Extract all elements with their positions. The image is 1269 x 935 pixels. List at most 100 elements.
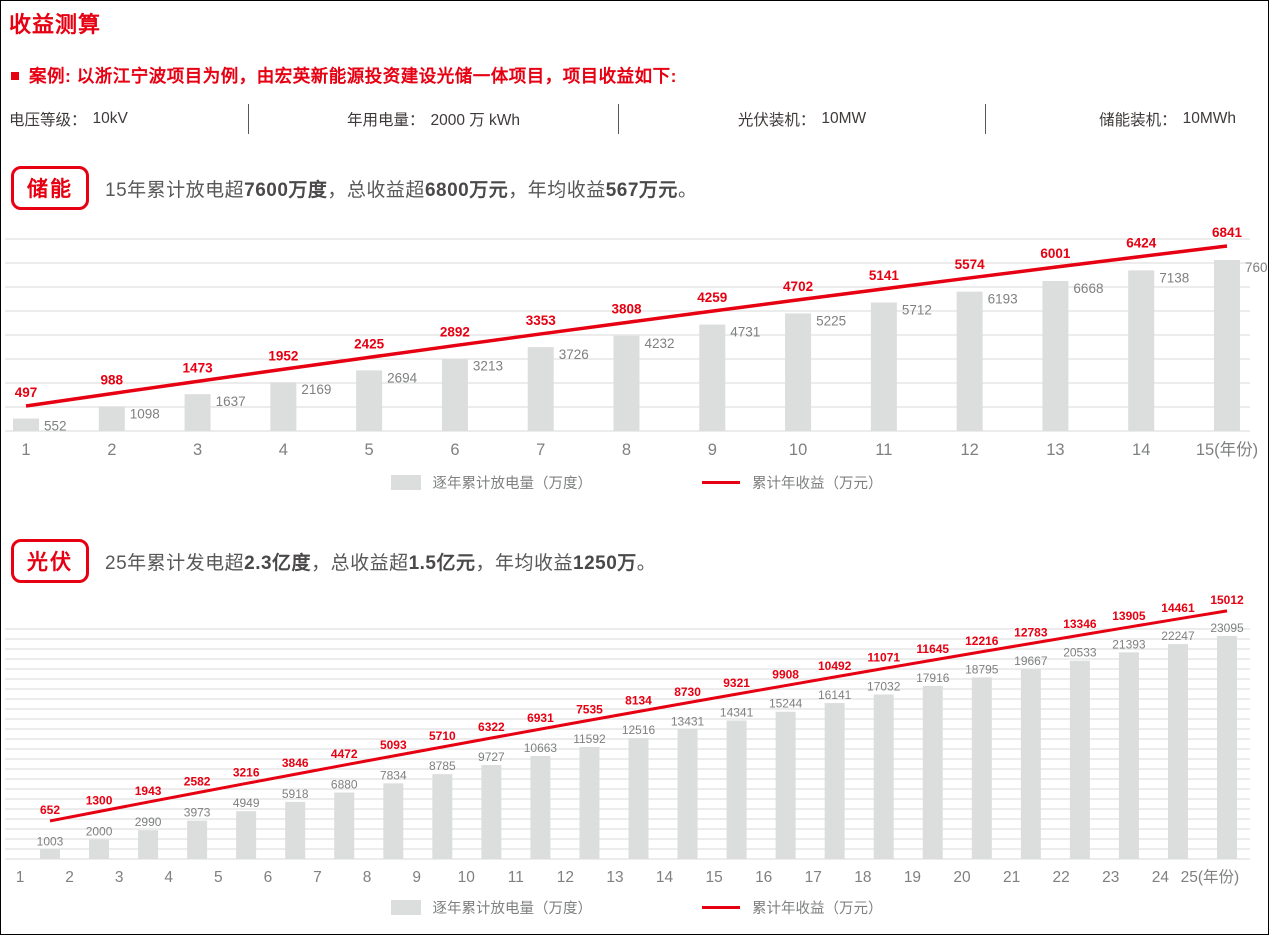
svg-text:6193: 6193 bbox=[988, 292, 1018, 307]
svg-text:21393: 21393 bbox=[1112, 637, 1146, 651]
svg-text:11592: 11592 bbox=[573, 732, 606, 746]
svg-text:4472: 4472 bbox=[331, 747, 358, 761]
svg-text:5093: 5093 bbox=[380, 738, 407, 752]
svg-text:18795: 18795 bbox=[965, 662, 999, 676]
svg-text:7138: 7138 bbox=[1159, 270, 1189, 285]
svg-text:19: 19 bbox=[904, 869, 921, 886]
svg-text:15(年份): 15(年份) bbox=[1196, 440, 1258, 459]
bar-swatch-icon bbox=[390, 900, 421, 915]
svg-text:1098: 1098 bbox=[130, 406, 160, 421]
svg-text:2582: 2582 bbox=[184, 775, 211, 789]
svg-text:497: 497 bbox=[15, 385, 38, 400]
svg-text:24: 24 bbox=[1152, 869, 1170, 886]
svg-text:9727: 9727 bbox=[478, 750, 505, 764]
svg-text:3: 3 bbox=[115, 869, 124, 886]
svg-text:988: 988 bbox=[101, 373, 124, 388]
svg-text:22: 22 bbox=[1053, 869, 1070, 886]
legend-item-line: 累计年收益（万元） bbox=[702, 897, 883, 918]
svg-text:10492: 10492 bbox=[818, 659, 852, 673]
svg-text:1637: 1637 bbox=[216, 394, 246, 409]
svg-text:1300: 1300 bbox=[86, 793, 113, 807]
svg-text:652: 652 bbox=[40, 803, 60, 817]
svg-text:3808: 3808 bbox=[611, 301, 642, 316]
svg-text:12783: 12783 bbox=[1014, 625, 1048, 639]
svg-text:25(年份): 25(年份) bbox=[1181, 868, 1240, 886]
svg-text:7834: 7834 bbox=[380, 768, 407, 782]
svg-text:5712: 5712 bbox=[902, 302, 932, 317]
svg-text:6880: 6880 bbox=[331, 778, 358, 792]
info-pv-capacity: 光伏装机： 10MW bbox=[619, 104, 986, 134]
svg-text:6: 6 bbox=[264, 869, 273, 886]
svg-text:9908: 9908 bbox=[772, 668, 799, 682]
bar-swatch-icon bbox=[390, 475, 421, 490]
svg-text:15244: 15244 bbox=[769, 697, 803, 711]
svg-text:23095: 23095 bbox=[1210, 621, 1244, 635]
svg-text:8134: 8134 bbox=[625, 693, 652, 707]
svg-text:6931: 6931 bbox=[527, 711, 554, 725]
svg-text:17916: 17916 bbox=[916, 671, 950, 685]
storage-section-header: 储能 15年累计放电超7600万度，总收益超6800万元，年均收益567万元。 bbox=[11, 166, 1268, 210]
svg-text:6424: 6424 bbox=[1126, 235, 1157, 250]
svg-text:2169: 2169 bbox=[301, 382, 331, 397]
svg-text:8730: 8730 bbox=[674, 685, 701, 699]
svg-text:5710: 5710 bbox=[429, 729, 456, 743]
info-storage-capacity-value: 10MWh bbox=[1182, 110, 1236, 127]
line-swatch-icon bbox=[702, 481, 740, 484]
info-storage-capacity: 储能装机： 10MWh bbox=[986, 104, 1268, 134]
svg-text:3353: 3353 bbox=[526, 313, 557, 328]
svg-text:17032: 17032 bbox=[867, 679, 901, 693]
svg-text:8785: 8785 bbox=[429, 759, 456, 773]
bullet-icon bbox=[11, 71, 19, 80]
svg-text:14341: 14341 bbox=[720, 705, 754, 719]
svg-text:3726: 3726 bbox=[559, 347, 589, 362]
svg-text:2990: 2990 bbox=[135, 815, 162, 829]
svg-text:7601: 7601 bbox=[1245, 260, 1269, 275]
svg-text:6668: 6668 bbox=[1073, 281, 1103, 296]
svg-text:8: 8 bbox=[622, 441, 631, 459]
svg-text:2: 2 bbox=[107, 441, 116, 459]
svg-text:11645: 11645 bbox=[916, 642, 949, 656]
info-annual-consumption-label: 年用电量： bbox=[346, 112, 425, 129]
svg-text:18: 18 bbox=[854, 869, 871, 886]
svg-text:7: 7 bbox=[536, 441, 545, 459]
page-title: 收益测算 bbox=[9, 12, 102, 37]
svg-text:9: 9 bbox=[412, 869, 421, 886]
svg-text:10663: 10663 bbox=[524, 741, 558, 755]
info-voltage: 电压等级： 10kV bbox=[1, 104, 249, 134]
svg-text:1943: 1943 bbox=[135, 784, 162, 798]
svg-text:12: 12 bbox=[557, 869, 574, 886]
svg-text:4949: 4949 bbox=[233, 796, 260, 810]
svg-text:23: 23 bbox=[1102, 869, 1119, 886]
legend-item-bars: 逐年累计放电量（万度） bbox=[390, 897, 592, 918]
svg-text:11071: 11071 bbox=[867, 651, 900, 665]
svg-text:13905: 13905 bbox=[1112, 609, 1146, 623]
svg-text:4702: 4702 bbox=[783, 279, 813, 294]
svg-text:14461: 14461 bbox=[1161, 601, 1195, 615]
svg-text:13: 13 bbox=[606, 869, 623, 886]
legend-item-bars: 逐年累计放电量（万度） bbox=[390, 472, 593, 493]
svg-text:16141: 16141 bbox=[818, 688, 852, 702]
svg-text:6001: 6001 bbox=[1040, 246, 1071, 261]
svg-text:11: 11 bbox=[508, 869, 524, 886]
svg-text:4: 4 bbox=[279, 441, 288, 459]
svg-text:3216: 3216 bbox=[233, 765, 260, 779]
svg-text:5574: 5574 bbox=[955, 257, 986, 272]
pv-chart: 1003200029903973494959186880783487859727… bbox=[5, 593, 1250, 886]
storage-chart-legend: 逐年累计放电量（万度） 累计年收益（万元） bbox=[5, 472, 1268, 493]
svg-text:19667: 19667 bbox=[1014, 654, 1048, 668]
svg-text:4: 4 bbox=[164, 869, 173, 886]
svg-text:14: 14 bbox=[1132, 441, 1150, 459]
svg-text:13346: 13346 bbox=[1063, 617, 1097, 631]
svg-text:12216: 12216 bbox=[965, 634, 999, 648]
svg-text:4232: 4232 bbox=[645, 336, 675, 351]
svg-text:13431: 13431 bbox=[671, 714, 705, 728]
svg-text:6841: 6841 bbox=[1212, 225, 1243, 240]
svg-text:1: 1 bbox=[16, 869, 25, 886]
info-annual-consumption: 年用电量： 2000 万 kWh bbox=[249, 104, 619, 134]
legend-line-label: 累计年收益（万元） bbox=[752, 476, 883, 492]
info-storage-capacity-label: 储能装机： bbox=[1099, 112, 1177, 129]
svg-text:4731: 4731 bbox=[730, 325, 760, 340]
legend-bar-label: 逐年累计放电量（万度） bbox=[432, 476, 593, 492]
svg-text:8: 8 bbox=[363, 869, 372, 886]
